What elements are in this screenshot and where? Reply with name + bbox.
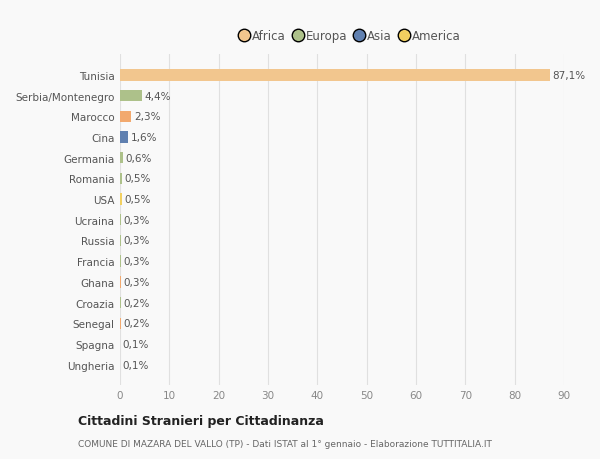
Text: 0,3%: 0,3% <box>124 277 150 287</box>
Bar <box>120 256 121 267</box>
Bar <box>120 318 121 329</box>
Text: 0,3%: 0,3% <box>124 215 150 225</box>
Text: 0,1%: 0,1% <box>122 360 149 370</box>
Text: Cittadini Stranieri per Cittadinanza: Cittadini Stranieri per Cittadinanza <box>78 414 324 428</box>
Bar <box>120 91 142 102</box>
Bar <box>120 194 122 205</box>
Text: 1,6%: 1,6% <box>130 133 157 143</box>
Bar <box>120 132 128 143</box>
Text: 4,4%: 4,4% <box>144 91 170 101</box>
Legend: Africa, Europa, Asia, America: Africa, Europa, Asia, America <box>239 28 463 45</box>
Text: 0,1%: 0,1% <box>122 339 149 349</box>
Text: 0,3%: 0,3% <box>124 236 150 246</box>
Bar <box>120 215 121 226</box>
Bar <box>120 297 121 308</box>
Bar <box>120 235 121 246</box>
Text: 0,6%: 0,6% <box>125 153 151 163</box>
Text: 0,5%: 0,5% <box>124 195 151 205</box>
Bar <box>120 277 121 288</box>
Text: 0,2%: 0,2% <box>123 298 149 308</box>
Text: 0,3%: 0,3% <box>124 257 150 267</box>
Text: 2,3%: 2,3% <box>134 112 160 122</box>
Text: 0,2%: 0,2% <box>123 319 149 329</box>
Bar <box>120 174 122 185</box>
Bar <box>120 153 123 164</box>
Text: 0,5%: 0,5% <box>124 174 151 184</box>
Text: COMUNE DI MAZARA DEL VALLO (TP) - Dati ISTAT al 1° gennaio - Elaborazione TUTTIT: COMUNE DI MAZARA DEL VALLO (TP) - Dati I… <box>78 439 492 448</box>
Bar <box>120 112 131 123</box>
Bar <box>120 70 550 81</box>
Text: 87,1%: 87,1% <box>552 71 585 81</box>
